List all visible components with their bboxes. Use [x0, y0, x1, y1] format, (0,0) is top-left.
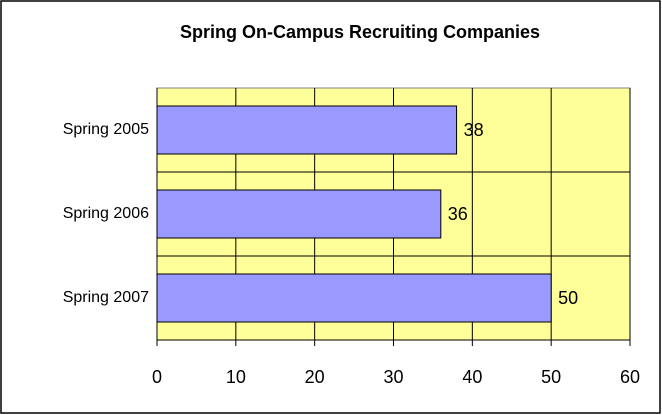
bar	[156, 189, 442, 239]
value-label: 50	[558, 288, 578, 308]
value-label: 38	[464, 120, 484, 140]
y-tick-label: Spring 2006	[63, 205, 149, 222]
x-tick-label: 20	[305, 367, 325, 387]
bar	[156, 273, 552, 323]
value-label: 36	[448, 204, 468, 224]
x-tick-label: 10	[226, 367, 246, 387]
x-tick-label: 50	[541, 367, 561, 387]
chart-title: Spring On-Campus Recruiting Companies	[180, 22, 540, 42]
bar	[156, 105, 458, 155]
y-tick-label: Spring 2005	[63, 121, 149, 138]
x-tick-label: 40	[462, 367, 482, 387]
x-tick-label: 60	[620, 367, 640, 387]
y-tick-label: Spring 2007	[63, 289, 149, 306]
x-tick-label: 0	[152, 367, 162, 387]
x-tick-label: 30	[383, 367, 403, 387]
